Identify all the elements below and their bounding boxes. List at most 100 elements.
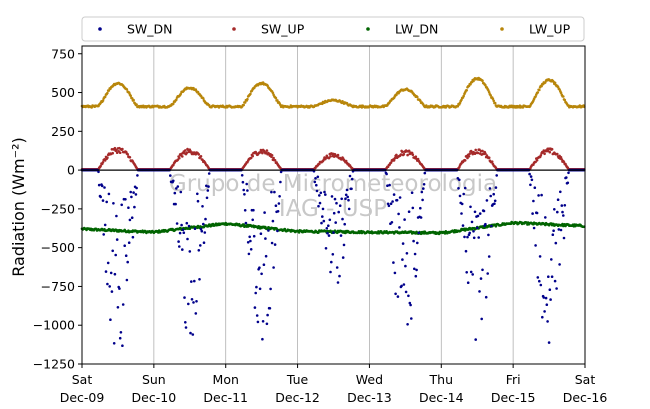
legend-label: LW_UP (529, 22, 571, 37)
swdn-point (325, 227, 329, 230)
swdn-point (324, 247, 328, 250)
swup-point (556, 152, 559, 156)
legend-marker (232, 27, 236, 31)
swdn-point (565, 176, 568, 179)
swdn-point (135, 186, 138, 190)
swdn-point (536, 276, 540, 279)
swdn-point (423, 171, 427, 175)
lwup-point (202, 97, 205, 100)
lwup-point (242, 103, 245, 107)
swdn-point (341, 256, 345, 259)
swdn-point (404, 264, 407, 268)
data-points (80, 76, 586, 348)
swdn-point (333, 197, 337, 201)
swdn-point (320, 221, 323, 225)
swdn-point (246, 241, 250, 244)
swdn-point (549, 298, 552, 301)
swdn-point (559, 228, 563, 232)
swdn-point (392, 193, 396, 196)
swdn-point (553, 208, 556, 211)
swdn-point (112, 342, 116, 345)
swdn-point (559, 190, 562, 194)
swdn-point (327, 234, 331, 237)
swdn-point (340, 197, 344, 201)
swdn-point (326, 232, 329, 235)
swdn-point (332, 231, 335, 234)
swup-point (261, 151, 264, 155)
swdn-point (457, 187, 460, 190)
swup-point (407, 149, 411, 153)
swup-point (118, 151, 122, 154)
swdn-point (273, 190, 276, 194)
swdn-point (342, 243, 346, 247)
x-tick-label-day: Sat (575, 372, 596, 387)
swdn-point (261, 337, 264, 341)
swup-point (197, 153, 201, 156)
swdn-point (557, 228, 561, 231)
legend-marker (98, 27, 102, 31)
swdn-point (268, 307, 272, 310)
swdn-point (478, 212, 482, 215)
swdn-point (328, 218, 332, 222)
swdn-point (319, 191, 323, 195)
swdn-point (201, 205, 204, 208)
swdn-point (487, 255, 491, 258)
swdn-point (334, 221, 338, 224)
swdn-point (410, 191, 414, 194)
swdn-point (532, 226, 536, 230)
lwup-point (246, 97, 249, 101)
lwup-point (553, 81, 557, 85)
swdn-point (396, 295, 400, 298)
swup-point (393, 156, 397, 160)
swdn-point (240, 174, 244, 177)
swdn-point (130, 216, 134, 219)
swdn-point (410, 317, 413, 320)
swdn-point (182, 231, 186, 234)
lwup-point (559, 91, 563, 94)
swdn-point (561, 210, 564, 214)
swup-point (550, 147, 554, 151)
swdn-point (466, 281, 470, 285)
legend-label: SW_UP (261, 22, 305, 37)
lwup-point (484, 83, 487, 87)
swdn-point (188, 250, 192, 253)
swdn-point (331, 253, 335, 256)
swup-point (401, 150, 404, 154)
swdn-point (99, 195, 102, 199)
swdn-point (277, 202, 281, 205)
swdn-point (485, 199, 489, 202)
swdn-point (200, 229, 204, 233)
lwup-point (563, 98, 567, 102)
swdn-point (401, 258, 404, 261)
x-tick-label-date: Dec-12 (275, 390, 320, 405)
lwdn-point (494, 225, 498, 228)
swdn-point (178, 231, 182, 235)
swdn-point (480, 317, 484, 321)
swup-point (411, 153, 415, 156)
swdn-point (419, 206, 422, 210)
swdn-point (265, 322, 269, 326)
x-tick-label-date: Dec-13 (347, 390, 392, 405)
swdn-point (199, 244, 202, 247)
y-axis: −1250 −1000 −750 −500 −250 0 250 500 750 (33, 46, 82, 372)
swup-point (484, 152, 487, 155)
swdn-point (193, 227, 197, 230)
swup-point (106, 156, 109, 159)
swdn-point (560, 204, 564, 207)
swdn-point (111, 249, 114, 253)
lwup-point (125, 88, 129, 91)
swdn-point (205, 196, 209, 200)
swdn-point (133, 205, 136, 209)
swdn-point (391, 200, 394, 203)
swup-point (99, 164, 102, 168)
swdn-point (199, 227, 203, 231)
swdn-point (131, 235, 135, 239)
lwup-point (481, 79, 484, 82)
swdn-point (332, 211, 336, 215)
swdn-point (392, 261, 395, 264)
swdn-point (243, 209, 247, 212)
swdn-point (470, 220, 474, 224)
swdn-point (245, 182, 248, 186)
swdn-point (206, 189, 210, 192)
lwup-point (135, 103, 138, 106)
